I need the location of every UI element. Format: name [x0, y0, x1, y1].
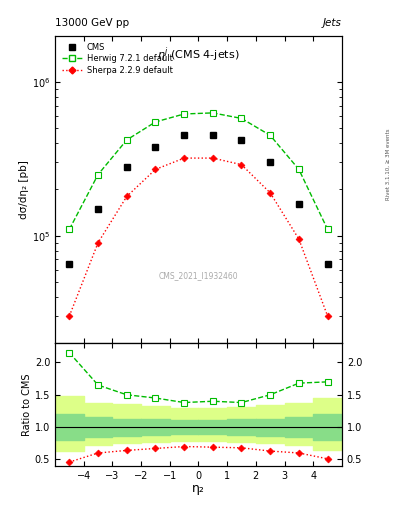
Text: $\eta^j$ (CMS 4-jets): $\eta^j$ (CMS 4-jets)	[157, 45, 240, 63]
Text: 13000 GeV pp: 13000 GeV pp	[55, 18, 129, 28]
Y-axis label: Ratio to CMS: Ratio to CMS	[22, 373, 32, 436]
Text: CMS_2021_I1932460: CMS_2021_I1932460	[159, 271, 238, 280]
Legend: CMS, Herwig 7.2.1 default, Sherpa 2.2.9 default: CMS, Herwig 7.2.1 default, Sherpa 2.2.9 …	[59, 40, 175, 77]
X-axis label: η₂: η₂	[192, 482, 205, 495]
Y-axis label: dσ/dη₂ [pb]: dσ/dη₂ [pb]	[19, 160, 29, 219]
Text: Rivet 3.1.10, ≥ 3M events: Rivet 3.1.10, ≥ 3M events	[386, 128, 391, 200]
Text: Jets: Jets	[323, 18, 342, 28]
